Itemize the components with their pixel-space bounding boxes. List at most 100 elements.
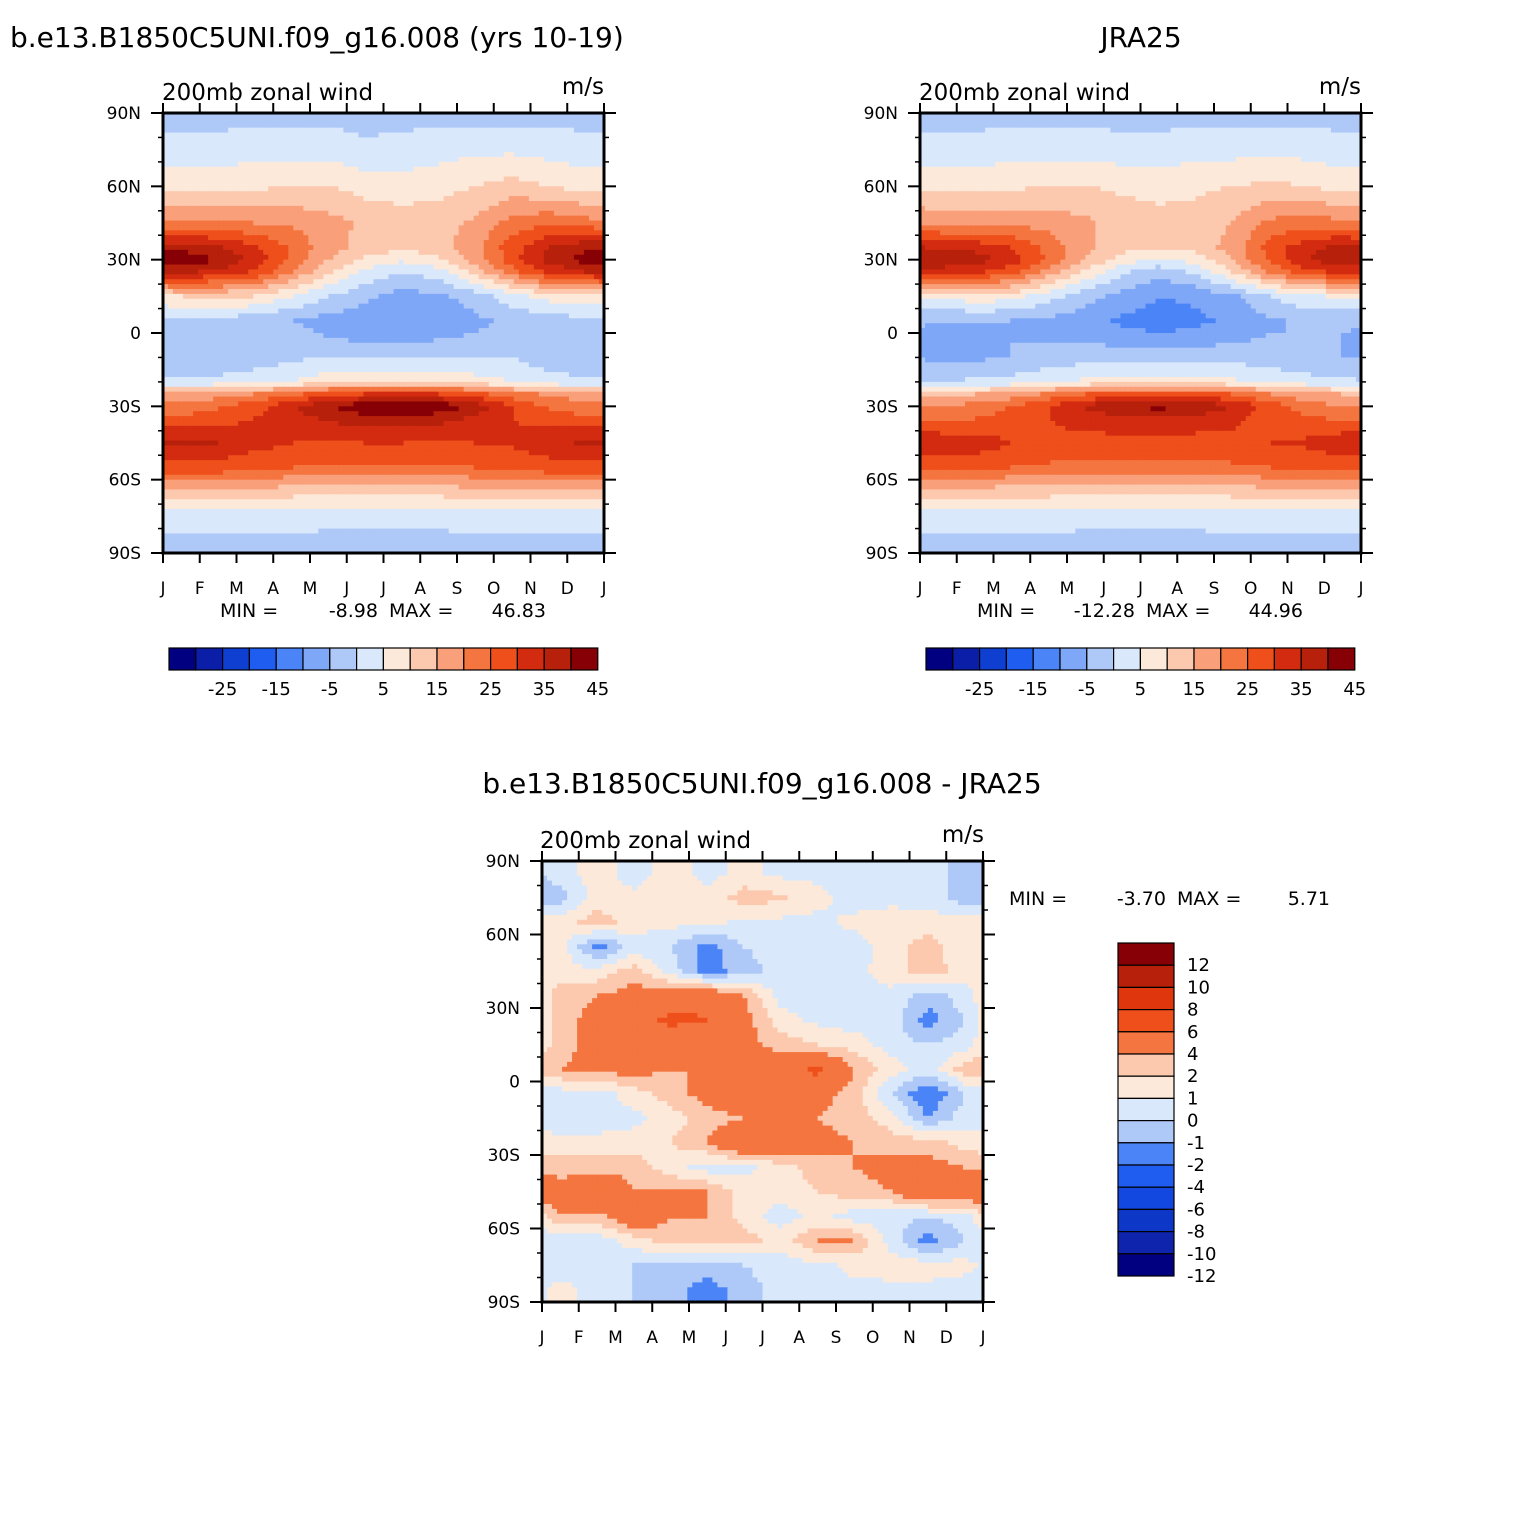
heatmap-cell	[418, 210, 425, 217]
heatmap-cell	[318, 293, 324, 300]
heatmap-cell	[488, 122, 495, 129]
heatmap-cell	[333, 323, 339, 329]
heatmap-cell	[233, 157, 239, 163]
heatmap-cell	[163, 342, 169, 349]
heatmap-cell	[588, 127, 595, 134]
heatmap-cell	[278, 161, 284, 168]
heatmap-cell	[183, 381, 189, 388]
heatmap-cell	[338, 274, 345, 280]
heatmap-cell	[593, 215, 600, 222]
heatmap-cell	[453, 176, 460, 183]
heatmap-cell	[498, 117, 505, 124]
heatmap-cell	[293, 127, 299, 134]
heatmap-cell	[478, 303, 485, 310]
heatmap-cell	[343, 230, 350, 236]
heatmap-cell	[213, 196, 219, 202]
heatmap-cell	[548, 284, 555, 290]
heatmap-cell	[358, 367, 365, 373]
heatmap-cell	[583, 347, 590, 354]
heatmap-cell	[368, 308, 375, 315]
heatmap-cell	[518, 235, 525, 241]
heatmap-cell	[238, 176, 244, 183]
heatmap-cell	[248, 269, 254, 275]
heatmap-cell	[598, 352, 604, 359]
heatmap-cell	[323, 279, 329, 285]
heatmap-cell	[248, 191, 254, 197]
heatmap-cell	[433, 152, 440, 158]
heatmap-cell	[453, 357, 460, 363]
heatmap-cell	[463, 142, 470, 148]
heatmap-cell	[413, 152, 420, 158]
heatmap-cell	[503, 161, 510, 168]
heatmap-cell	[268, 254, 274, 261]
heatmap-cell	[513, 161, 520, 168]
heatmap-cell	[173, 254, 179, 261]
heatmap-cell	[253, 142, 259, 148]
heatmap-cell	[538, 240, 545, 246]
heatmap-cell	[408, 386, 415, 393]
heatmap-cell	[208, 176, 214, 183]
heatmap-cell	[228, 333, 234, 339]
heatmap-cell	[538, 210, 545, 217]
heatmap-cell	[398, 357, 405, 363]
heatmap-cell	[428, 293, 435, 300]
heatmap-cell	[423, 367, 430, 373]
heatmap-cell	[543, 269, 550, 275]
heatmap-cell	[318, 357, 324, 363]
heatmap-cell	[528, 279, 535, 285]
heatmap-cell	[428, 122, 435, 129]
heatmap-cell	[358, 215, 365, 222]
heatmap-cell	[588, 205, 595, 212]
heatmap-cell	[473, 240, 480, 246]
heatmap-cell	[273, 313, 279, 319]
heatmap-cell	[223, 342, 229, 349]
heatmap-cell	[343, 186, 350, 192]
heatmap-cell	[433, 323, 440, 329]
heatmap-cell	[348, 245, 355, 251]
heatmap-cell	[438, 357, 445, 363]
heatmap-cell	[258, 386, 264, 393]
heatmap-cell	[553, 113, 560, 119]
heatmap-cell	[308, 342, 314, 349]
heatmap-cell	[453, 191, 460, 197]
heatmap-cell	[523, 122, 530, 129]
heatmap-cell	[243, 142, 249, 148]
heatmap-cell	[578, 245, 585, 251]
heatmap-cell	[278, 279, 284, 285]
heatmap-cell	[588, 122, 595, 129]
heatmap-cell	[513, 181, 520, 187]
heatmap-cell	[483, 142, 490, 148]
heatmap-cell	[338, 289, 345, 295]
heatmap-cell	[578, 352, 585, 359]
heatmap-cell	[553, 166, 560, 173]
heatmap-cell	[508, 362, 515, 368]
heatmap-cell	[508, 254, 515, 261]
heatmap-cell	[248, 201, 254, 207]
heatmap-cell	[343, 205, 350, 212]
heatmap-cell	[323, 259, 329, 266]
heatmap-cell	[383, 342, 390, 349]
heatmap-cell	[483, 333, 490, 339]
heatmap-cell	[468, 240, 475, 246]
heatmap-cell	[518, 166, 525, 173]
heatmap-cell	[463, 279, 470, 285]
heatmap-cell	[348, 147, 355, 153]
heatmap-cell	[468, 152, 475, 158]
heatmap-cell	[508, 181, 515, 187]
heatmap-cell	[453, 333, 460, 339]
heatmap-cell	[403, 181, 410, 187]
heatmap-cell	[488, 235, 495, 241]
heatmap-cell	[333, 127, 339, 134]
heatmap-cell	[463, 377, 470, 383]
heatmap-cell	[498, 337, 505, 344]
heatmap-cell	[353, 215, 360, 222]
heatmap-cell	[373, 293, 380, 300]
heatmap-cell	[493, 210, 500, 217]
heatmap-cell	[588, 196, 595, 202]
heatmap-cell	[173, 122, 179, 129]
heatmap-cell	[223, 161, 229, 168]
heatmap-cell	[523, 113, 530, 119]
heatmap-cell	[523, 284, 530, 290]
heatmap-cell	[543, 362, 550, 368]
heatmap-cell	[198, 337, 204, 344]
